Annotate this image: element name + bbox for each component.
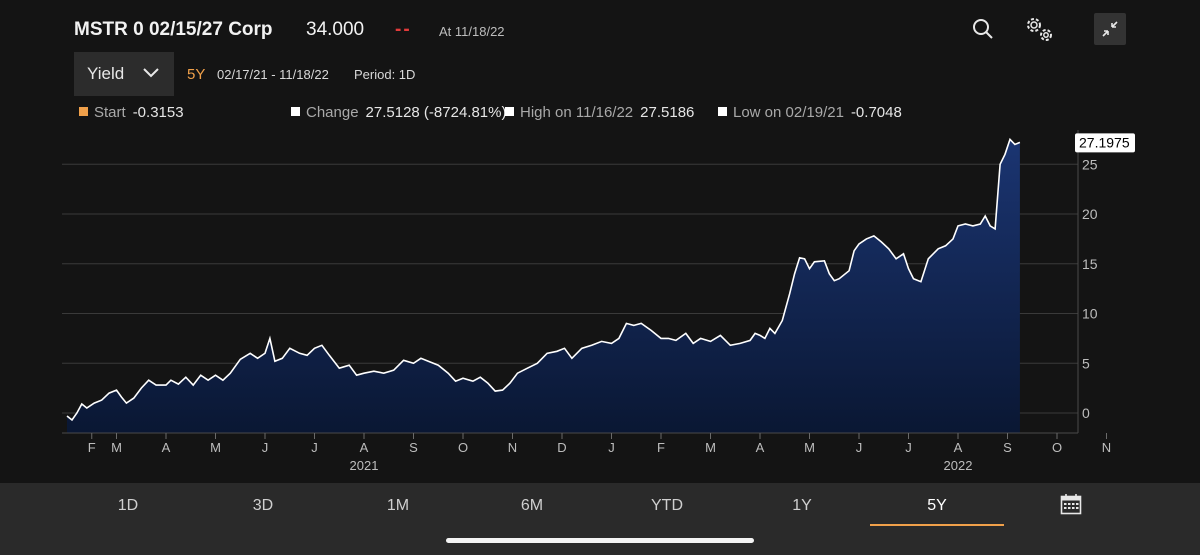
stat-start-value: -0.3153 — [132, 104, 184, 121]
x-tick-label: N — [508, 440, 517, 455]
high-marker — [505, 107, 514, 116]
period-code[interactable]: 5Y — [187, 66, 206, 83]
y-tick-label: 20 — [1082, 206, 1098, 222]
tab-5y[interactable]: 5Y — [927, 497, 947, 514]
x-tick-label: M — [804, 440, 815, 455]
period-label: Period: 1D — [354, 67, 416, 82]
last-value-text: 27.1975 — [1079, 134, 1130, 150]
yield-line — [66, 137, 1021, 422]
tab-1d[interactable]: 1D — [117, 497, 139, 514]
as-of-date: At 11/18/22 — [439, 24, 505, 39]
y-tick-label: 5 — [1082, 355, 1090, 371]
calendar-icon[interactable] — [1060, 493, 1082, 515]
x-tick-label: F — [88, 440, 96, 455]
x-year-label: 2022 — [944, 458, 973, 473]
stat-change-label: Change — [306, 104, 359, 121]
date-range: 02/17/21 - 11/18/22 — [217, 67, 329, 82]
y-tick-label: 0 — [1082, 405, 1090, 421]
tab-6m[interactable]: 6M — [520, 497, 544, 514]
price-change: -- — [395, 19, 412, 40]
collapse-icon — [1102, 21, 1118, 37]
x-tick-label: J — [905, 440, 912, 455]
stat-high-value: 27.5186 — [640, 104, 695, 121]
stat-change-value: 27.5128 (-8724.81%) — [365, 104, 507, 121]
stat-start-label: Start — [94, 104, 126, 121]
tab-ytd[interactable]: YTD — [651, 497, 683, 514]
tab-1m[interactable]: 1M — [386, 497, 410, 514]
x-tick-label: S — [409, 440, 418, 455]
stat-low: Low on 02/19/21 -0.7048 — [718, 104, 902, 121]
stat-start: Start -0.3153 — [79, 104, 184, 121]
last-price: 34.000 — [306, 19, 365, 40]
x-tick-label: A — [954, 440, 963, 455]
field-dropdown[interactable]: Yield — [74, 52, 174, 96]
low-marker — [718, 107, 727, 116]
tab-1y[interactable]: 1Y — [792, 497, 812, 514]
stat-high-label: High on 11/16/22 — [520, 104, 634, 121]
gear-icon — [1027, 18, 1052, 41]
yield-area — [67, 139, 1020, 433]
tab-3d[interactable]: 3D — [252, 497, 274, 514]
x-tick-label: M — [705, 440, 716, 455]
stat-low-label: Low on 02/19/21 — [733, 104, 844, 121]
security-title: MSTR 0 02/15/27 Corp — [74, 19, 273, 40]
x-tick-label: M — [210, 440, 221, 455]
y-tick-label: 15 — [1082, 256, 1098, 272]
x-tick-label: O — [458, 440, 468, 455]
chevron-down-icon — [143, 68, 159, 78]
home-indicator — [446, 538, 754, 543]
search-icon — [973, 19, 993, 39]
change-marker — [291, 107, 300, 116]
y-tick-label: 10 — [1082, 306, 1098, 322]
x-tick-label: D — [557, 440, 566, 455]
collapse-button[interactable] — [1094, 13, 1126, 45]
x-tick-label: S — [1003, 440, 1012, 455]
stat-high: High on 11/16/22 27.5186 — [505, 104, 694, 121]
active-tab-indicator — [870, 524, 1004, 526]
x-tick-label: A — [756, 440, 765, 455]
start-marker — [79, 107, 88, 116]
y-tick-label: 25 — [1082, 156, 1098, 172]
last-value-label: 27.1975 — [1075, 133, 1135, 153]
x-tick-label: J — [608, 440, 615, 455]
x-tick-label: A — [360, 440, 369, 455]
x-tick-label: M — [111, 440, 122, 455]
stat-change: Change 27.5128 (-8724.81%) — [291, 104, 506, 121]
x-tick-label: J — [262, 440, 269, 455]
search-button[interactable] — [968, 14, 998, 44]
x-tick-label: J — [856, 440, 863, 455]
x-tick-label: A — [162, 440, 171, 455]
stat-low-value: -0.7048 — [850, 104, 902, 121]
x-year-label: 2021 — [350, 458, 379, 473]
x-tick-label: N — [1102, 440, 1111, 455]
x-tick-label: J — [311, 440, 318, 455]
timeframe-tabs: 1D 3D 1M 6M YTD 1Y 5Y — [0, 483, 1200, 555]
x-tick-label: F — [657, 440, 665, 455]
field-dropdown-label: Yield — [87, 64, 125, 83]
settings-button[interactable] — [1020, 12, 1058, 46]
x-tick-label: O — [1052, 440, 1062, 455]
